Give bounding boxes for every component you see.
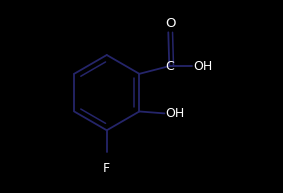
Text: OH: OH [166, 107, 185, 120]
Text: O: O [165, 17, 176, 30]
Text: C: C [165, 60, 174, 73]
Text: OH: OH [193, 60, 213, 73]
Text: F: F [103, 162, 110, 175]
